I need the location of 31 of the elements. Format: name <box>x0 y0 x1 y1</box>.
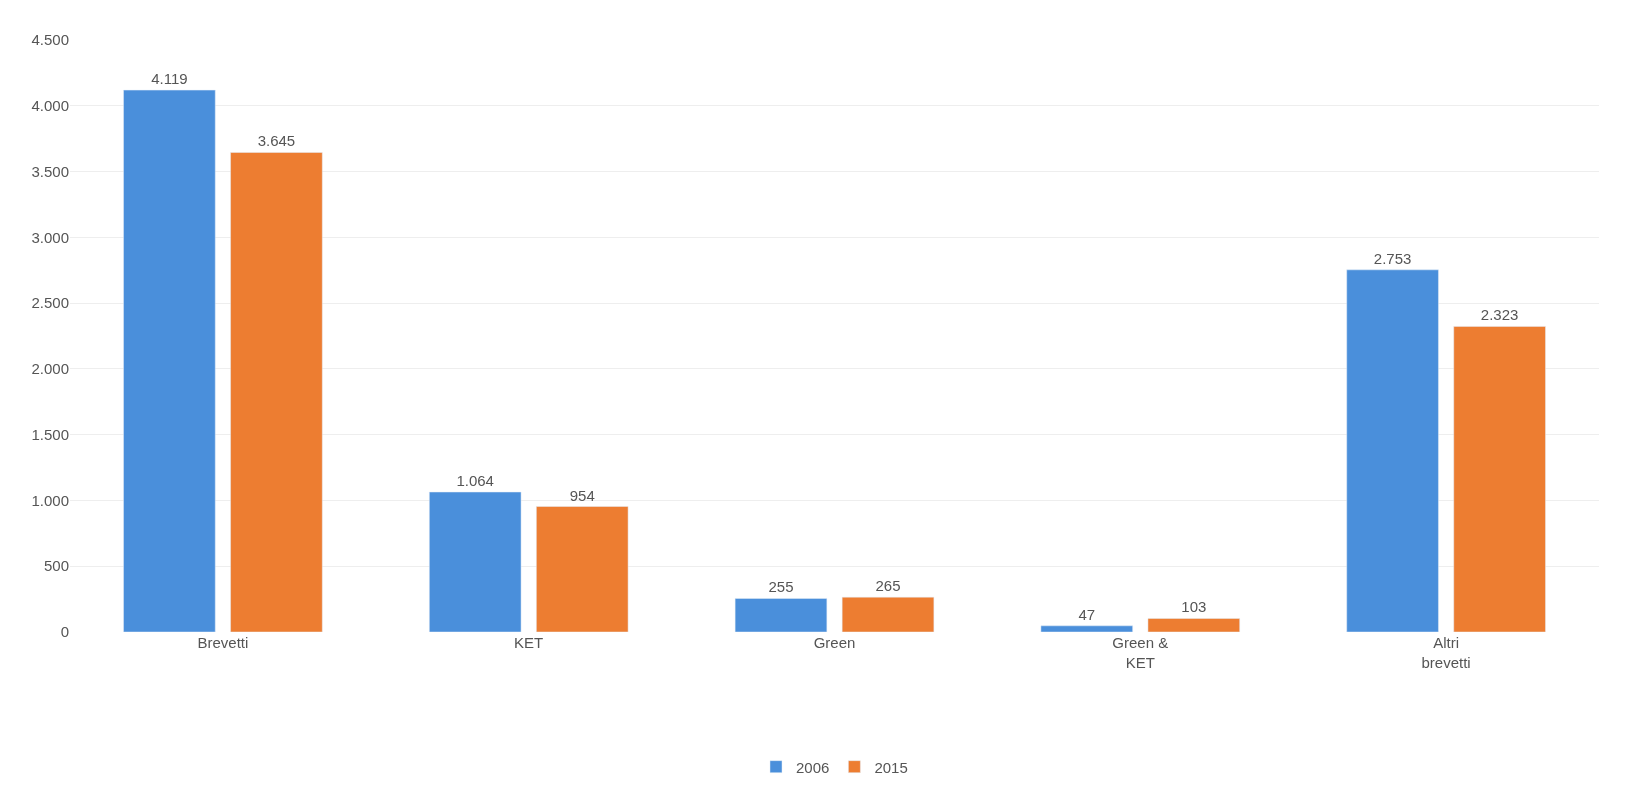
x-tick-label: Altri brevetti <box>1421 634 1471 671</box>
data-label: 954 <box>569 486 595 504</box>
data-label: 47 <box>1078 605 1096 623</box>
bar <box>1040 625 1133 632</box>
data-label: 103 <box>1181 598 1207 616</box>
x-tick-label: Green <box>813 634 856 651</box>
y-tick-label: 0 <box>60 623 69 641</box>
y-tick-label: 2.000 <box>31 360 69 378</box>
x-tick-label: Green & KET <box>1112 634 1169 671</box>
x-tick-label: KET <box>514 634 544 651</box>
data-label: 2.323 <box>1480 306 1519 324</box>
legend-label: 2015 <box>874 758 908 776</box>
y-tick-label: 3.500 <box>31 162 69 180</box>
y-tick-label: 1.500 <box>31 425 69 443</box>
y-tick-label: 3.000 <box>31 228 69 246</box>
y-tick-label: 2.500 <box>31 294 69 312</box>
data-label: 265 <box>875 577 901 595</box>
y-tick-label: 4.000 <box>31 97 69 115</box>
bar <box>1147 618 1240 632</box>
data-label: 3.645 <box>257 132 296 150</box>
data-label: 255 <box>768 578 794 596</box>
legend-label: 2006 <box>796 758 830 776</box>
y-tick-label: 1.000 <box>31 491 69 509</box>
data-label: 4.119 <box>151 70 188 88</box>
y-tick-label: 500 <box>43 557 69 575</box>
bar <box>734 598 828 632</box>
x-tick-label: Brevetti <box>197 634 249 651</box>
data-label: 2.753 <box>1373 249 1412 267</box>
data-label: 1.064 <box>456 472 494 490</box>
y-tick-label: 4.500 <box>31 31 69 49</box>
bar <box>841 596 935 632</box>
